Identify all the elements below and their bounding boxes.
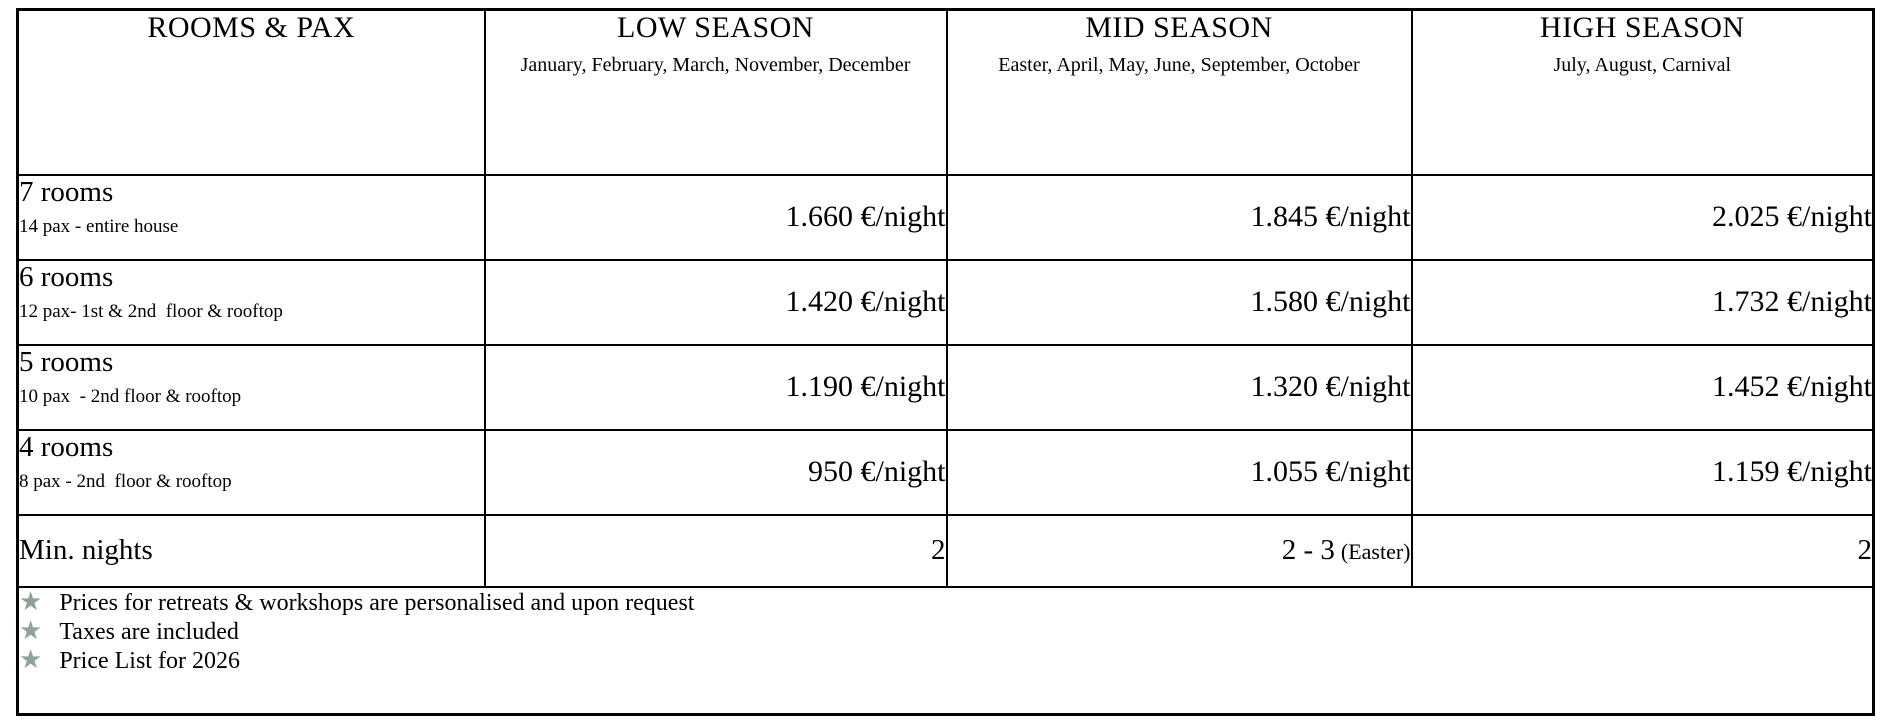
min-nights-low: 2 [483, 513, 948, 588]
room-cell-4-rooms: 4 rooms 8 pax - 2nd floor & rooftop [16, 428, 486, 516]
price-low: 950 €/night [483, 428, 948, 516]
note-text: Prices for retreats & workshops are pers… [59, 589, 695, 616]
price-mid: 1.845 €/night [945, 173, 1413, 261]
min-nights-mid: 2 - 3 (Easter) [945, 513, 1413, 588]
note-item: ★ Price List for 2026 [19, 644, 1872, 675]
room-cell-5-rooms: 5 rooms 10 pax - 2nd floor & rooftop [16, 343, 486, 431]
table-row: 5 rooms 10 pax - 2nd floor & rooftop 1.1… [16, 343, 1875, 431]
price-table: ROOMS & PAX LOW SEASON January, February… [16, 8, 1875, 716]
header-high-season-months: July, August, Carnival [1553, 53, 1732, 76]
min-nights-mid-value: 2 - 3 [1281, 534, 1335, 566]
price-low: 1.190 €/night [483, 343, 948, 431]
header-mid-season: MID SEASON Easter, April, May, June, Sep… [945, 8, 1413, 176]
min-nights-easter-note: (Easter) [1340, 539, 1411, 564]
header-low-season-months: January, February, March, November, Dece… [520, 53, 911, 76]
header-rooms-pax-title: ROOMS & PAX [147, 11, 356, 45]
star-icon: ★ [19, 586, 43, 616]
note-text: Price List for 2026 [59, 647, 240, 674]
header-high-season-title: HIGH SEASON [1539, 11, 1745, 45]
price-low: 1.660 €/night [483, 173, 948, 261]
price-high: 1.732 €/night [1410, 258, 1875, 346]
table-row: 4 rooms 8 pax - 2nd floor & rooftop 950 … [16, 428, 1875, 516]
room-pax: 12 pax- 1st & 2nd floor & rooftop [19, 300, 283, 322]
min-nights-high: 2 [1410, 513, 1875, 588]
table-header-row: ROOMS & PAX LOW SEASON January, February… [16, 8, 1875, 176]
room-name: 5 rooms [19, 345, 114, 378]
table-row: 6 rooms 12 pax- 1st & 2nd floor & roofto… [16, 258, 1875, 346]
note-item: ★ Prices for retreats & workshops are pe… [19, 586, 1872, 617]
room-name: 4 rooms [19, 430, 114, 463]
price-mid: 1.580 €/night [945, 258, 1413, 346]
header-mid-season-months: Easter, April, May, June, September, Oct… [998, 53, 1360, 76]
notes-cell: ★ Prices for retreats & workshops are pe… [16, 585, 1875, 716]
notes-row: ★ Prices for retreats & workshops are pe… [16, 585, 1875, 716]
min-nights-row: Min. nights 2 2 - 3 (Easter) 2 [16, 513, 1875, 588]
price-high: 2.025 €/night [1410, 173, 1875, 261]
note-item: ★ Taxes are included [19, 615, 1872, 646]
room-cell-7-rooms: 7 rooms 14 pax - entire house [16, 173, 486, 261]
header-rooms-pax: ROOMS & PAX [16, 8, 486, 176]
price-mid: 1.055 €/night [945, 428, 1413, 516]
room-pax: 8 pax - 2nd floor & rooftop [19, 470, 232, 492]
notes-list: ★ Prices for retreats & workshops are pe… [19, 586, 1872, 675]
room-cell-6-rooms: 6 rooms 12 pax- 1st & 2nd floor & roofto… [16, 258, 486, 346]
header-low-season-title: LOW SEASON [617, 11, 814, 45]
table-row: 7 rooms 14 pax - entire house 1.660 €/ni… [16, 173, 1875, 261]
room-pax: 10 pax - 2nd floor & rooftop [19, 385, 242, 407]
price-high: 1.452 €/night [1410, 343, 1875, 431]
star-icon: ★ [19, 644, 43, 674]
header-mid-season-title: MID SEASON [1085, 11, 1273, 45]
note-text: Taxes are included [59, 618, 239, 645]
header-low-season: LOW SEASON January, February, March, Nov… [483, 8, 948, 176]
room-pax: 14 pax - entire house [19, 215, 179, 237]
price-high: 1.159 €/night [1410, 428, 1875, 516]
star-icon: ★ [19, 615, 43, 645]
room-name: 6 rooms [19, 260, 114, 293]
min-nights-label: Min. nights [16, 513, 486, 588]
price-mid: 1.320 €/night [945, 343, 1413, 431]
price-low: 1.420 €/night [483, 258, 948, 346]
room-name: 7 rooms [19, 175, 114, 208]
header-high-season: HIGH SEASON July, August, Carnival [1410, 8, 1875, 176]
